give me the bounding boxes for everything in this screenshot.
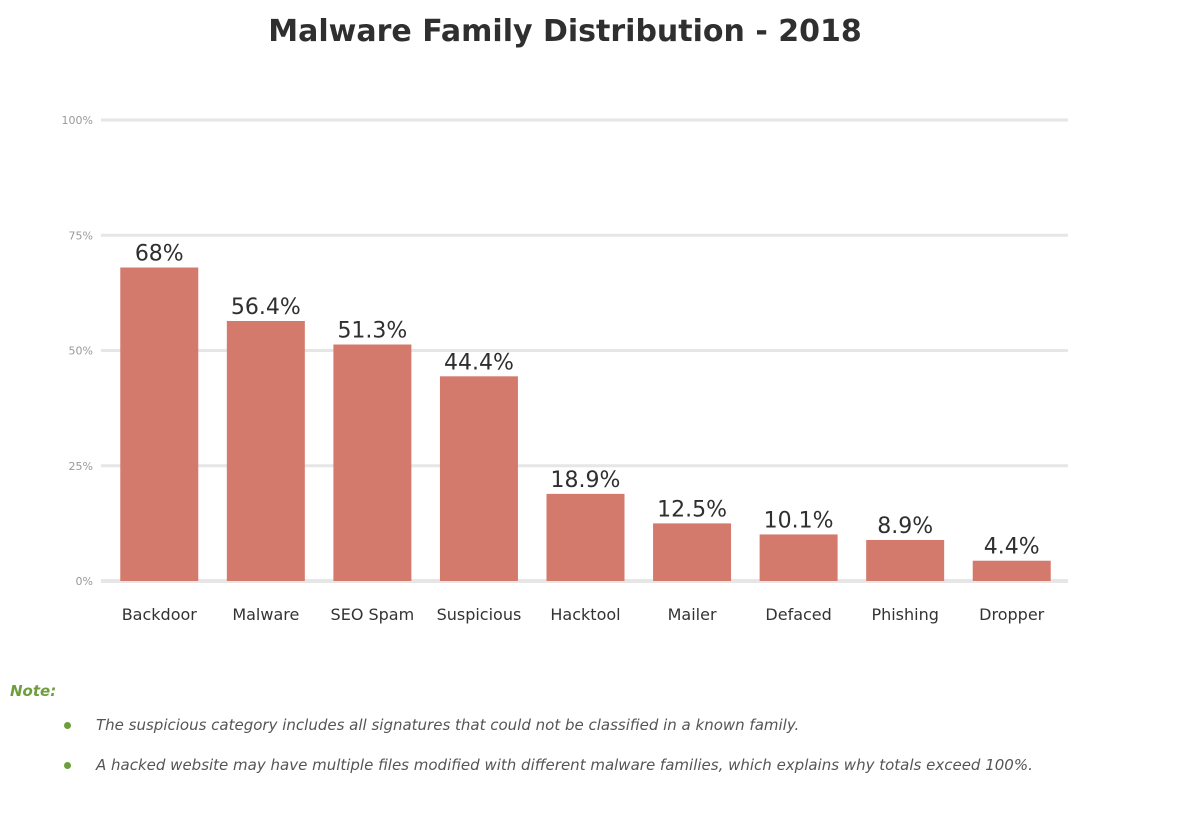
- note-text: The suspicious category includes all sig…: [96, 716, 800, 734]
- data-label: 10.1%: [764, 508, 834, 533]
- category-label: Mailer: [668, 605, 717, 624]
- bar: [439, 376, 518, 581]
- data-label: 51.3%: [337, 319, 407, 344]
- bars: [120, 267, 1051, 581]
- category-label: Hacktool: [550, 605, 620, 624]
- note-section: Note: The suspicious category includes a…: [10, 682, 1170, 796]
- data-labels: 68% 56.4% 51.3% 44.4% 18.9% 12.5% 10.1% 8.9% 4.4…: [135, 242, 1040, 560]
- bar: [653, 523, 732, 581]
- note-item: The suspicious category includes all sig…: [10, 716, 1170, 734]
- y-tick-label: 0%: [76, 575, 93, 588]
- category-label: Backdoor: [122, 605, 198, 624]
- data-label: 44.4%: [444, 350, 514, 375]
- category-label: Phishing: [871, 605, 938, 624]
- note-list: The suspicious category includes all sig…: [10, 716, 1170, 774]
- category-label: Suspicious: [437, 605, 522, 624]
- category-label: Defaced: [765, 605, 831, 624]
- bar: [226, 320, 305, 581]
- bar: [972, 560, 1051, 581]
- y-tick-label: 75%: [69, 229, 93, 242]
- data-label: 8.9%: [877, 514, 933, 539]
- category-label: SEO Spam: [331, 605, 415, 624]
- bar: [120, 267, 199, 581]
- data-label: 18.9%: [551, 468, 621, 493]
- bar: [546, 493, 625, 581]
- x-axis-categories: Backdoor Malware SEO Spam Suspicious Hacktoo…: [122, 605, 1045, 624]
- bar-chart: 0% 25% 50% 75% 100% 68% 56.4% 51.3% 44.4% 18.9% 1…: [62, 114, 1068, 624]
- data-label: 4.4%: [984, 535, 1040, 560]
- chart-title: Malware Family Distribution - 2018: [268, 14, 862, 49]
- category-label: Dropper: [979, 605, 1044, 624]
- y-tick-label: 25%: [69, 460, 93, 473]
- category-label: Malware: [232, 605, 299, 624]
- data-label: 56.4%: [231, 295, 301, 320]
- bar: [866, 539, 945, 581]
- bar: [333, 344, 412, 581]
- y-tick-label: 100%: [62, 114, 93, 127]
- note-text: A hacked website may have multiple files…: [96, 756, 1033, 774]
- bar: [759, 534, 838, 581]
- data-label: 12.5%: [657, 497, 727, 522]
- note-item: A hacked website may have multiple files…: [10, 756, 1170, 774]
- bullet-icon: [64, 762, 71, 769]
- data-label: 68%: [135, 242, 184, 267]
- note-heading: Note:: [10, 682, 57, 700]
- y-tick-label: 50%: [69, 345, 93, 358]
- bullet-icon: [64, 722, 71, 729]
- y-axis-ticks: 0% 25% 50% 75% 100%: [62, 114, 93, 588]
